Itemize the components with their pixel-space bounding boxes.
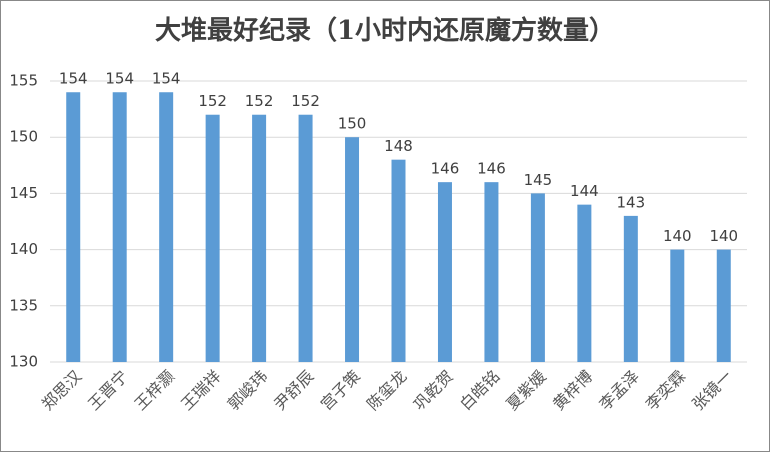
bar [345,137,360,362]
data-label: 154 [152,70,181,88]
y-tick-label: 145 [9,184,38,202]
bar [205,114,220,362]
chart-title: 大堆最好纪录（1小时内还原魔方数量） [155,15,615,46]
y-tick-label: 150 [9,128,38,146]
data-label: 148 [384,137,413,155]
data-label: 140 [663,227,692,245]
bar [252,114,267,362]
bar [623,215,638,362]
data-label: 143 [617,193,646,211]
bar [670,249,685,362]
data-label: 140 [709,227,738,245]
data-label: 152 [245,92,274,110]
data-label: 154 [59,70,88,88]
data-label: 144 [570,182,599,200]
data-label: 150 [338,115,367,133]
y-tick-label: 130 [9,353,38,371]
bar [298,114,313,362]
data-label: 145 [524,171,553,189]
data-label: 152 [291,92,320,110]
bar [716,249,731,362]
y-tick-label: 140 [9,240,38,258]
data-label: 154 [105,70,134,88]
bar [484,182,499,362]
y-tick-label: 135 [9,296,38,314]
bar [66,92,81,363]
bar [112,92,127,363]
bar [159,92,174,363]
data-label: 152 [198,92,227,110]
bar [437,182,452,362]
bar [577,204,592,362]
data-label: 146 [477,160,506,178]
y-tick-label: 155 [9,72,38,90]
data-label: 146 [431,160,460,178]
bar [391,159,406,362]
bar [530,193,545,362]
